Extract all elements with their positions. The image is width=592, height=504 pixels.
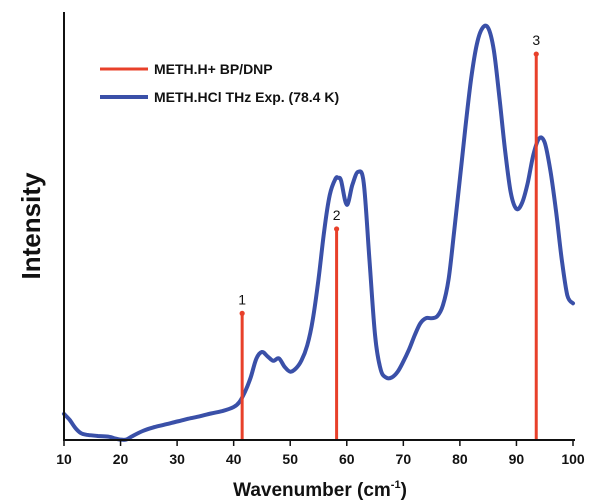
legend-label-exp: METH.HCl THz Exp. (78.4 K) bbox=[154, 89, 339, 105]
x-axis-title-superscript: -1 bbox=[391, 479, 401, 491]
x-axis-title-main: Wavenumber (cm bbox=[233, 480, 391, 501]
peak-label-2: 2 bbox=[333, 207, 341, 223]
calc-stick-cap-2 bbox=[334, 226, 339, 231]
x-tick-label-100: 100 bbox=[561, 451, 585, 467]
x-tick-label-40: 40 bbox=[226, 451, 242, 467]
series-line-experimental bbox=[64, 26, 573, 440]
x-tick-label-10: 10 bbox=[56, 451, 72, 467]
x-axis-title-close: ) bbox=[401, 480, 407, 501]
legend: METH.H+ BP/DNP METH.HCl THz Exp. (78.4 K… bbox=[100, 61, 339, 105]
x-tick-label-20: 20 bbox=[113, 451, 129, 467]
x-tick-label-70: 70 bbox=[396, 451, 412, 467]
x-axis-ticks: 10 20 30 40 50 60 70 80 90 100 bbox=[56, 440, 585, 467]
plot-area: 1 2 3 bbox=[64, 26, 573, 440]
x-tick-label-90: 90 bbox=[509, 451, 525, 467]
x-axis-title: Wavenumber (cm-1) bbox=[233, 479, 407, 501]
y-axis-title: Intensity bbox=[16, 172, 46, 279]
legend-label-calc: METH.H+ BP/DNP bbox=[154, 61, 273, 77]
peak-label-1: 1 bbox=[238, 291, 246, 307]
x-tick-label-30: 30 bbox=[169, 451, 185, 467]
x-tick-label-80: 80 bbox=[452, 451, 468, 467]
peak-label-3: 3 bbox=[532, 32, 540, 48]
x-tick-label-50: 50 bbox=[282, 451, 298, 467]
calc-stick-cap-3 bbox=[534, 51, 539, 56]
calc-stick-cap-1 bbox=[240, 311, 245, 316]
x-tick-label-60: 60 bbox=[339, 451, 355, 467]
